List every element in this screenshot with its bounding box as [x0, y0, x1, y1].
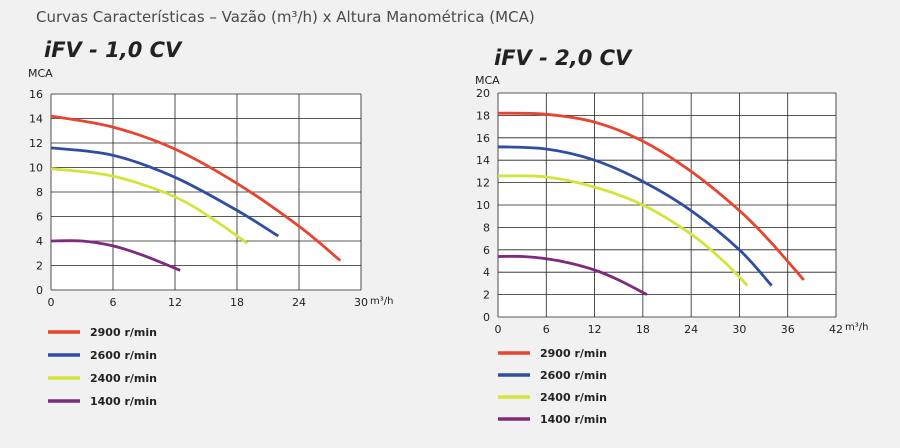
legend-label-1400: 1400 r/min [90, 395, 157, 408]
x-tick-label: 18 [230, 296, 244, 309]
series-line-2400 [497, 174, 749, 287]
y-tick-label: 18 [476, 109, 490, 122]
y-tick-label: 12 [476, 177, 490, 190]
chart-title: iFV - 2,0 CV [494, 46, 632, 70]
y-axis-label: MCA [475, 74, 500, 87]
y-tick-label: 0 [483, 311, 490, 324]
legend-label-1400: 1400 r/min [540, 413, 607, 426]
series-line-2900 [497, 111, 805, 281]
y-tick-label: 20 [476, 87, 490, 100]
legend-label-2900: 2900 r/min [540, 347, 607, 360]
x-tick-label: 12 [588, 323, 602, 336]
y-tick-label: 16 [476, 132, 490, 145]
x-tick-label: 42 [829, 323, 843, 336]
series-line-2600 [50, 146, 280, 238]
y-tick-label: 12 [29, 137, 43, 150]
y-tick-label: 2 [36, 260, 43, 273]
x-tick-label: 30 [354, 296, 368, 309]
x-tick-label: 6 [110, 296, 117, 309]
series-line-1400 [50, 239, 181, 272]
y-tick-label: 8 [36, 186, 43, 199]
series-line-1400 [497, 254, 648, 296]
x-tick-label: 6 [543, 323, 550, 336]
y-tick-label: 8 [483, 221, 490, 234]
y-tick-label: 4 [483, 266, 490, 279]
y-tick-label: 10 [476, 199, 490, 212]
y-tick-label: 14 [476, 154, 490, 167]
chart-title: iFV - 1,0 CV [44, 38, 182, 62]
series-line-2900 [50, 114, 342, 262]
y-tick-label: 2 [483, 289, 490, 302]
x-tick-label: 24 [292, 296, 306, 309]
y-tick-label: 4 [36, 235, 43, 248]
y-tick-label: 6 [483, 244, 490, 257]
x-tick-label: 0 [495, 323, 502, 336]
x-tick-label: 24 [684, 323, 698, 336]
series-line-2400 [50, 167, 249, 245]
y-tick-label: 6 [36, 211, 43, 224]
y-tick-label: 0 [36, 284, 43, 297]
legend-label-2400: 2400 r/min [540, 391, 607, 404]
page-title: Curvas Características – Vazão (m³/h) x … [36, 8, 535, 26]
chart-ifv-1cv: iFV - 1,0 CV 0 6 12 18 24 30 0 2 4 6 8 10 12 14 16 MCA m… [28, 38, 393, 408]
x-tick-label: 0 [48, 296, 55, 309]
y-tick-label: 14 [29, 113, 43, 126]
x-tick-label: 12 [168, 296, 182, 309]
y-tick-label: 16 [29, 88, 43, 101]
legend-label-2400: 2400 r/min [90, 372, 157, 385]
x-tick-label: 18 [636, 323, 650, 336]
x-tick-label: 36 [781, 323, 795, 336]
y-axis-label: MCA [28, 67, 53, 80]
legend-label-2900: 2900 r/min [90, 326, 157, 339]
legend-label-2600: 2600 r/min [540, 369, 607, 382]
y-tick-label: 10 [29, 162, 43, 175]
series-line-2600 [497, 145, 773, 287]
x-axis-label: m³/h [370, 296, 393, 307]
x-tick-label: 30 [732, 323, 746, 336]
legend-label-2600: 2600 r/min [90, 349, 157, 362]
x-axis-label: m³/h [845, 322, 868, 333]
